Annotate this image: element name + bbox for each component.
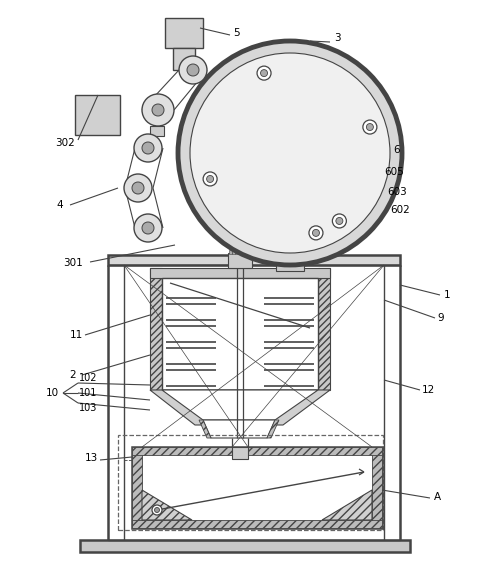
Circle shape	[190, 53, 390, 253]
Bar	[132, 447, 382, 528]
Bar	[118, 435, 383, 530]
Circle shape	[313, 230, 319, 236]
Text: 102: 102	[79, 373, 97, 383]
Circle shape	[134, 134, 162, 162]
Polygon shape	[150, 268, 330, 278]
Circle shape	[179, 56, 207, 84]
Circle shape	[203, 172, 217, 186]
Circle shape	[332, 214, 346, 228]
Text: 103: 103	[79, 403, 97, 413]
Text: 10: 10	[45, 388, 58, 398]
Polygon shape	[162, 390, 318, 420]
Text: 5: 5	[234, 28, 241, 38]
Polygon shape	[267, 420, 279, 438]
Text: 3: 3	[334, 33, 341, 43]
Bar	[232, 250, 235, 254]
Bar	[232, 447, 248, 459]
Bar	[108, 255, 400, 265]
Circle shape	[207, 175, 213, 183]
Bar	[280, 247, 300, 255]
Text: A: A	[433, 492, 440, 502]
Polygon shape	[322, 490, 372, 520]
Bar	[241, 250, 243, 254]
Circle shape	[309, 226, 323, 240]
Circle shape	[142, 142, 154, 154]
Circle shape	[336, 218, 343, 224]
Text: 4: 4	[57, 200, 63, 210]
Text: 2: 2	[70, 370, 76, 380]
Text: 11: 11	[70, 330, 83, 340]
Text: 1: 1	[444, 290, 450, 300]
Bar	[276, 265, 304, 271]
Polygon shape	[150, 268, 162, 390]
Bar	[235, 250, 238, 254]
Polygon shape	[132, 447, 382, 455]
Bar	[229, 250, 231, 254]
Text: 603: 603	[387, 187, 407, 197]
Bar	[162, 278, 318, 390]
Circle shape	[363, 120, 377, 134]
Bar	[228, 253, 252, 268]
Circle shape	[132, 182, 144, 194]
Text: 13: 13	[85, 453, 98, 463]
Polygon shape	[203, 420, 275, 438]
Circle shape	[124, 174, 152, 202]
Bar	[250, 250, 253, 254]
Circle shape	[134, 214, 162, 242]
Bar	[165, 18, 203, 48]
Text: 602: 602	[390, 205, 410, 215]
Text: 12: 12	[421, 385, 435, 395]
Bar	[150, 126, 164, 136]
Text: 301: 301	[63, 258, 83, 268]
Text: 9: 9	[438, 313, 444, 323]
Polygon shape	[150, 390, 330, 425]
Bar	[75, 95, 120, 135]
Circle shape	[367, 123, 373, 131]
Circle shape	[155, 508, 159, 513]
Polygon shape	[199, 420, 211, 438]
Bar	[80, 540, 410, 552]
Text: 605: 605	[384, 167, 404, 177]
Bar	[244, 250, 246, 254]
Circle shape	[152, 505, 162, 515]
Circle shape	[142, 94, 174, 126]
Polygon shape	[372, 447, 382, 528]
Bar	[173, 48, 195, 70]
Polygon shape	[318, 268, 330, 390]
Polygon shape	[132, 447, 142, 528]
Text: 101: 101	[79, 388, 97, 398]
Circle shape	[152, 104, 164, 116]
Circle shape	[187, 64, 199, 76]
Circle shape	[142, 222, 154, 234]
Circle shape	[260, 70, 268, 77]
Text: 302: 302	[55, 138, 75, 148]
Text: 6: 6	[394, 145, 400, 155]
Circle shape	[178, 41, 402, 265]
Bar	[238, 250, 241, 254]
Polygon shape	[142, 490, 192, 520]
Bar	[247, 250, 250, 254]
Circle shape	[257, 66, 271, 80]
Polygon shape	[132, 520, 382, 528]
